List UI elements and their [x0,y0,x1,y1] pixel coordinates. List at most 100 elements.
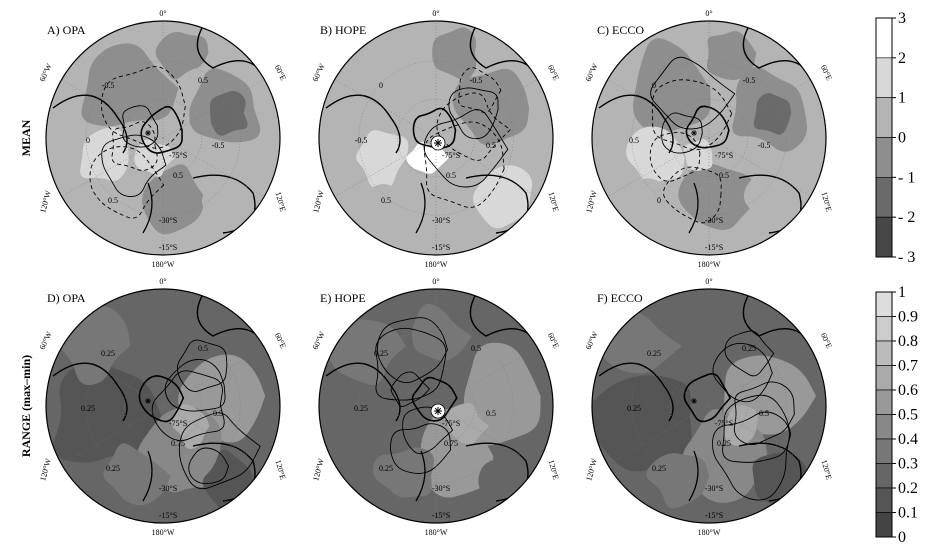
map-boundary [591,288,827,524]
latitude-circle [124,99,202,177]
graticule [61,289,265,523]
colorbar-tick-label: - 3 [898,249,915,266]
longitude-label: 60°E [819,63,834,81]
colorbar-tick-label: 1 [898,90,906,107]
colorbar-segment [875,512,893,538]
contour-label: -0.5 [743,76,756,85]
contour-label: 0.5 [198,76,208,85]
contour-line [724,330,775,377]
latitude-label: -15°S [159,511,177,520]
longitude-label: 60°W [311,330,327,351]
latitude-circle [397,367,475,445]
latitude-circle [85,328,241,484]
latitude-circle [85,60,241,216]
latitude-label: -30°S [432,216,450,225]
colorbar-segment [875,414,893,440]
colorbar-segment [875,216,893,258]
field-region [327,319,407,386]
contour-line [151,370,225,441]
colorbar-segment [875,57,893,98]
contour-label: 0.25 [81,404,95,413]
coastline [688,182,699,234]
coastline [598,362,674,422]
star-marker [430,403,446,419]
antarctica-outline [411,376,458,422]
antarctica-outline [685,105,730,149]
longitude-label: 0° [159,9,166,18]
panel-label: E) HOPE [320,291,366,305]
field-region [81,43,179,127]
contour-line [111,121,158,171]
panel-label: A) OPA [47,23,86,37]
latitude-circle [631,328,787,484]
colorbar-tick-label: 0.5 [898,407,918,424]
coastline [415,450,426,502]
longitude-label: 60°W [311,62,327,83]
coastlines [325,293,542,502]
longitude-label: 180°W [698,260,721,269]
contour-line [375,327,447,401]
field-region [412,303,472,361]
panel-label: D) OPA [47,291,86,305]
longitude-label: 60°E [273,331,288,349]
colorbar-segment [875,389,893,415]
colorbar-tick-label: - 1 [898,169,915,186]
colorbar-tick-label: 0.8 [898,333,918,350]
contour-label: 0.5 [471,344,481,353]
latitude-label: -30°S [159,484,177,493]
coastline [415,182,426,234]
colorbar-tick-label: 3 [898,10,906,27]
field-region [103,443,171,506]
contour-line [177,339,228,392]
latitude-label: -75°S [715,151,733,160]
colorbar-segment [875,177,893,218]
colorbar-tick-label: 0.4 [898,431,918,448]
contour-label: 0.25 [742,344,756,353]
latitude-label: -15°S [705,243,723,252]
longitude-label: 120°W [311,457,326,482]
contour-label: -0.5 [102,81,115,90]
field-region [678,163,761,230]
latitude-circle [631,60,787,216]
graticule [607,21,811,255]
star-marker [430,135,446,151]
contour-label: 0.5 [719,171,729,180]
contours [89,66,186,219]
latitude-circle [124,367,202,445]
field-region [319,368,442,470]
field-region [209,91,248,136]
longitude-label: 120°W [311,189,326,214]
latitude-label: -15°S [432,511,450,520]
field-region [351,184,405,241]
longitude-label: 120°W [38,189,53,214]
star-marker [145,398,151,404]
map-boundary [45,288,281,524]
field-region [201,162,259,223]
colorbar-tick-label: 0.7 [898,358,918,375]
colorbar-tick-label: 2 [898,50,906,67]
longitude-label: 60°W [38,330,54,351]
contour-label: -0.5 [212,141,225,150]
field-0 [46,21,280,255]
contour-label: 0.25 [627,404,641,413]
field-region [61,306,131,385]
contours [151,339,261,490]
longitude-label: 180°W [698,528,721,537]
contour-label: 0 [379,81,383,90]
row-labels: MEAN RANGE (max–min) [19,119,33,457]
longitude-label: 180°W [152,260,175,269]
field-region [53,361,162,463]
field-region [477,92,522,132]
contour-label: 0.25 [647,349,661,358]
field-region [142,164,206,235]
panel-e: 0.25 0.5 0.25 0.5 0.25 0.75 -75°S -30°S -15°S 0° 6… [311,277,561,537]
coastline [142,450,153,502]
row-label-1: RANGE (max–min) [19,355,33,457]
longitude-label: 120°E [273,191,287,213]
contour-label: 0.25 [652,464,666,473]
contour-line [423,121,505,208]
contour-label: 0.5 [381,196,391,205]
latitude-label: -30°S [159,216,177,225]
latitude-label: -30°S [705,484,723,493]
panel-b: 0 -0.5 -0.5 0.5 0.5 0.5 -75°S -30°S -15°S 0° 60°W 6… [311,9,561,269]
